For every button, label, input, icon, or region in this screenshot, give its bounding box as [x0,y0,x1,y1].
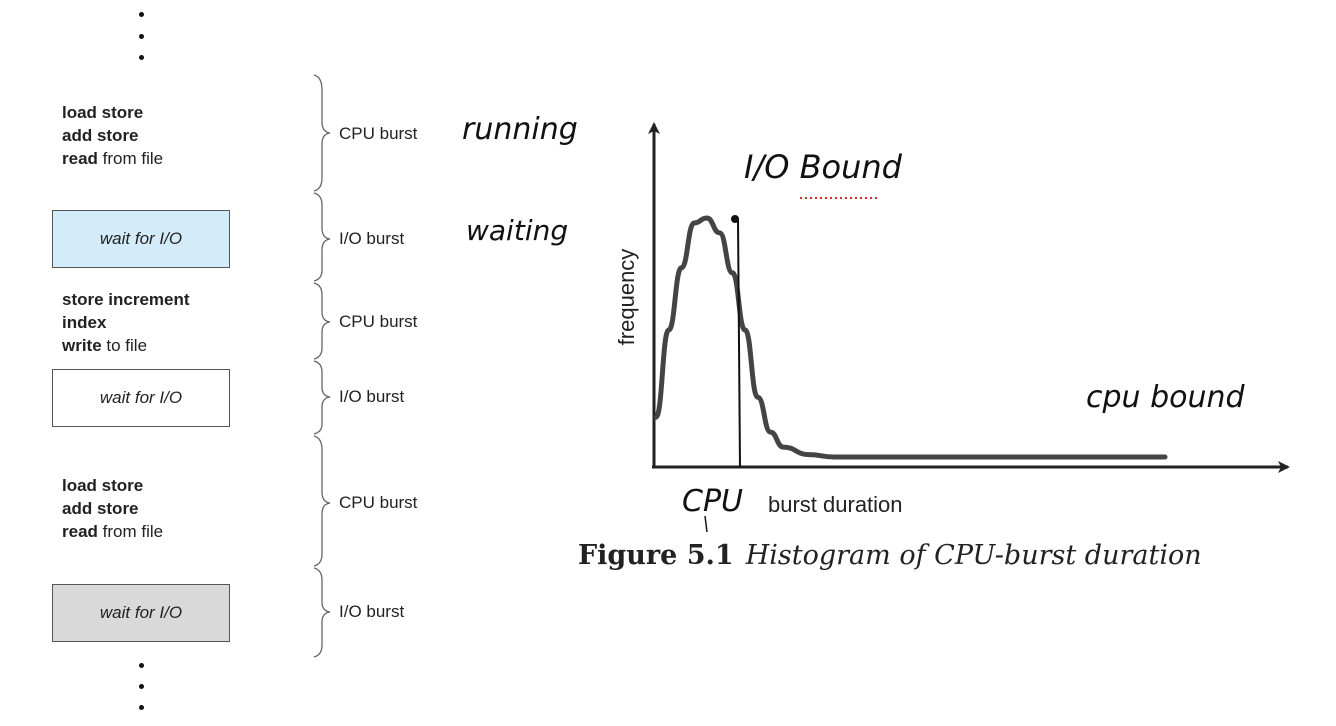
ellipsis-dot [139,55,144,60]
ellipsis-dot [139,705,144,710]
brace-3 [313,282,331,360]
x-axis-label: burst duration [768,492,903,517]
burst-label: CPU burst [339,124,418,143]
brace-1 [313,74,331,192]
y-axis-label: frequency [614,248,639,346]
annotation-cpu: CPU [682,484,743,519]
annotation-waiting: waiting [466,214,569,247]
figure-number: Figure 5.1 [578,540,734,571]
brace-2 [313,192,331,282]
code-block-1: load store add store read from file [62,101,163,170]
code-block-3: load store add store read from file [62,474,163,543]
figure-text: Histogram of CPU-burst duration [745,540,1202,571]
annotation-cpu-bound: cpu bound [1086,380,1245,415]
peak-dot [731,215,739,223]
wait-label: wait for I/O [99,388,183,407]
brace-4 [313,360,331,435]
wait-box-2: wait for I/O [52,369,230,427]
code-line: index [62,313,107,332]
burst-label: CPU burst [339,312,418,331]
code-keyword: read [62,149,98,168]
ellipsis-dot [139,34,144,39]
code-line: add store [62,126,139,145]
code-keyword: write [62,336,102,355]
code-rest: from file [97,149,164,168]
cpu-tick-line [704,515,708,533]
wait-label: wait for I/O [99,229,183,248]
burst-label: I/O burst [339,387,405,406]
code-rest: to file [101,336,148,355]
cpu-marker-line [737,218,741,468]
ellipsis-dot [139,12,144,17]
brace-6 [313,567,331,658]
figure-caption: Figure 5.1 Histogram of CPU-burst duratio… [578,540,1202,571]
code-keyword: read [62,522,98,541]
code-block-2: store increment index write to file [62,288,190,357]
code-line: load store [62,103,144,122]
code-rest: from file [97,522,164,541]
code-line: load store [62,476,144,495]
ellipsis-dot [139,684,144,689]
code-line: store increment [62,290,190,309]
ellipsis-dot [139,663,144,668]
frequency-curve [653,215,1168,460]
code-line: add store [62,499,139,518]
annotation-io-bound: I/O Bound [744,148,902,186]
brace-5 [313,435,331,567]
burst-label: CPU burst [339,493,418,512]
annotation-running: running [462,112,578,147]
wait-box-1: wait for I/O [52,210,230,268]
wait-label: wait for I/O [99,603,183,622]
burst-label: I/O burst [339,602,405,621]
burst-label: I/O burst [339,229,405,248]
wait-box-3: wait for I/O [52,584,230,642]
